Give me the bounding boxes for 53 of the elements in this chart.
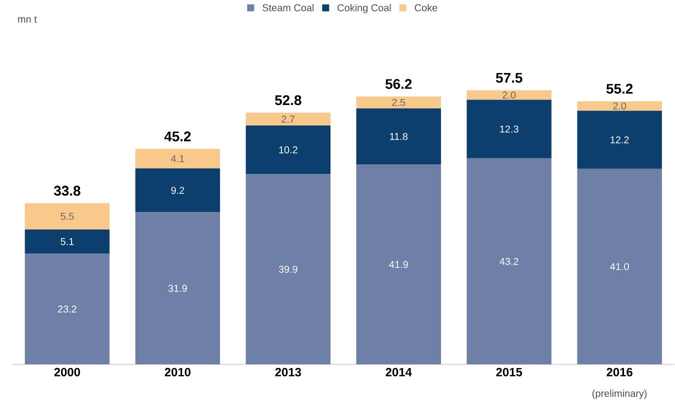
bar bbox=[577, 101, 662, 111]
total-label: 45.2 bbox=[164, 131, 191, 142]
bar bbox=[577, 168, 662, 364]
bar bbox=[466, 158, 552, 364]
bar bbox=[246, 125, 331, 174]
x-tick-label: 2010 bbox=[164, 368, 190, 376]
bar bbox=[246, 112, 331, 126]
data-label: 2.7 bbox=[282, 116, 295, 122]
data-label: 5.5 bbox=[60, 212, 74, 220]
total-label: 57.5 bbox=[496, 72, 522, 83]
data-label: 12.3 bbox=[500, 125, 518, 133]
total-label: 52.8 bbox=[274, 95, 302, 106]
total-label: 55.2 bbox=[606, 84, 633, 94]
data-label: 12.2 bbox=[610, 136, 629, 144]
data-label: 31.9 bbox=[168, 284, 187, 292]
bar bbox=[466, 90, 552, 100]
data-label: 23.2 bbox=[58, 305, 76, 312]
text: (preliminary) bbox=[592, 389, 647, 399]
bar bbox=[356, 96, 441, 108]
bar bbox=[24, 254, 110, 364]
legend-label: Steam Coal bbox=[262, 4, 314, 12]
text: mn t bbox=[18, 16, 37, 23]
data-label: 2.0 bbox=[613, 102, 626, 110]
x-tick-label: 2015 bbox=[496, 368, 522, 376]
legend-label: Coke bbox=[414, 4, 438, 12]
bar bbox=[356, 108, 441, 165]
x-tick-label: 2013 bbox=[275, 368, 302, 376]
data-label: 2.0 bbox=[502, 91, 516, 98]
data-label: 5.1 bbox=[60, 238, 74, 245]
total-label: 56.2 bbox=[385, 78, 412, 89]
bar bbox=[135, 212, 220, 364]
bar bbox=[135, 148, 220, 168]
data-label: 10.2 bbox=[279, 146, 298, 154]
data-label: 39.9 bbox=[278, 266, 298, 273]
bar bbox=[356, 164, 441, 364]
data-label: 41.0 bbox=[610, 262, 629, 270]
bar bbox=[466, 100, 552, 158]
data-label: 11.8 bbox=[390, 132, 408, 140]
bar bbox=[24, 203, 110, 230]
bar bbox=[24, 229, 110, 254]
bar bbox=[246, 174, 331, 364]
total-label: 33.8 bbox=[54, 186, 80, 196]
bar bbox=[135, 168, 220, 212]
data-label: 43.2 bbox=[500, 258, 518, 265]
x-tick-label: 2016 bbox=[606, 368, 632, 376]
data-label: 4.1 bbox=[170, 155, 184, 162]
data-label: 41.9 bbox=[389, 260, 408, 268]
x-tick-label: 2014 bbox=[386, 368, 412, 376]
data-label: 9.2 bbox=[171, 186, 184, 194]
bar bbox=[577, 110, 662, 169]
x-tick-label: 2000 bbox=[54, 368, 80, 376]
data-label: 2.5 bbox=[392, 98, 406, 106]
legend-label: Coking Coal bbox=[338, 4, 391, 14]
